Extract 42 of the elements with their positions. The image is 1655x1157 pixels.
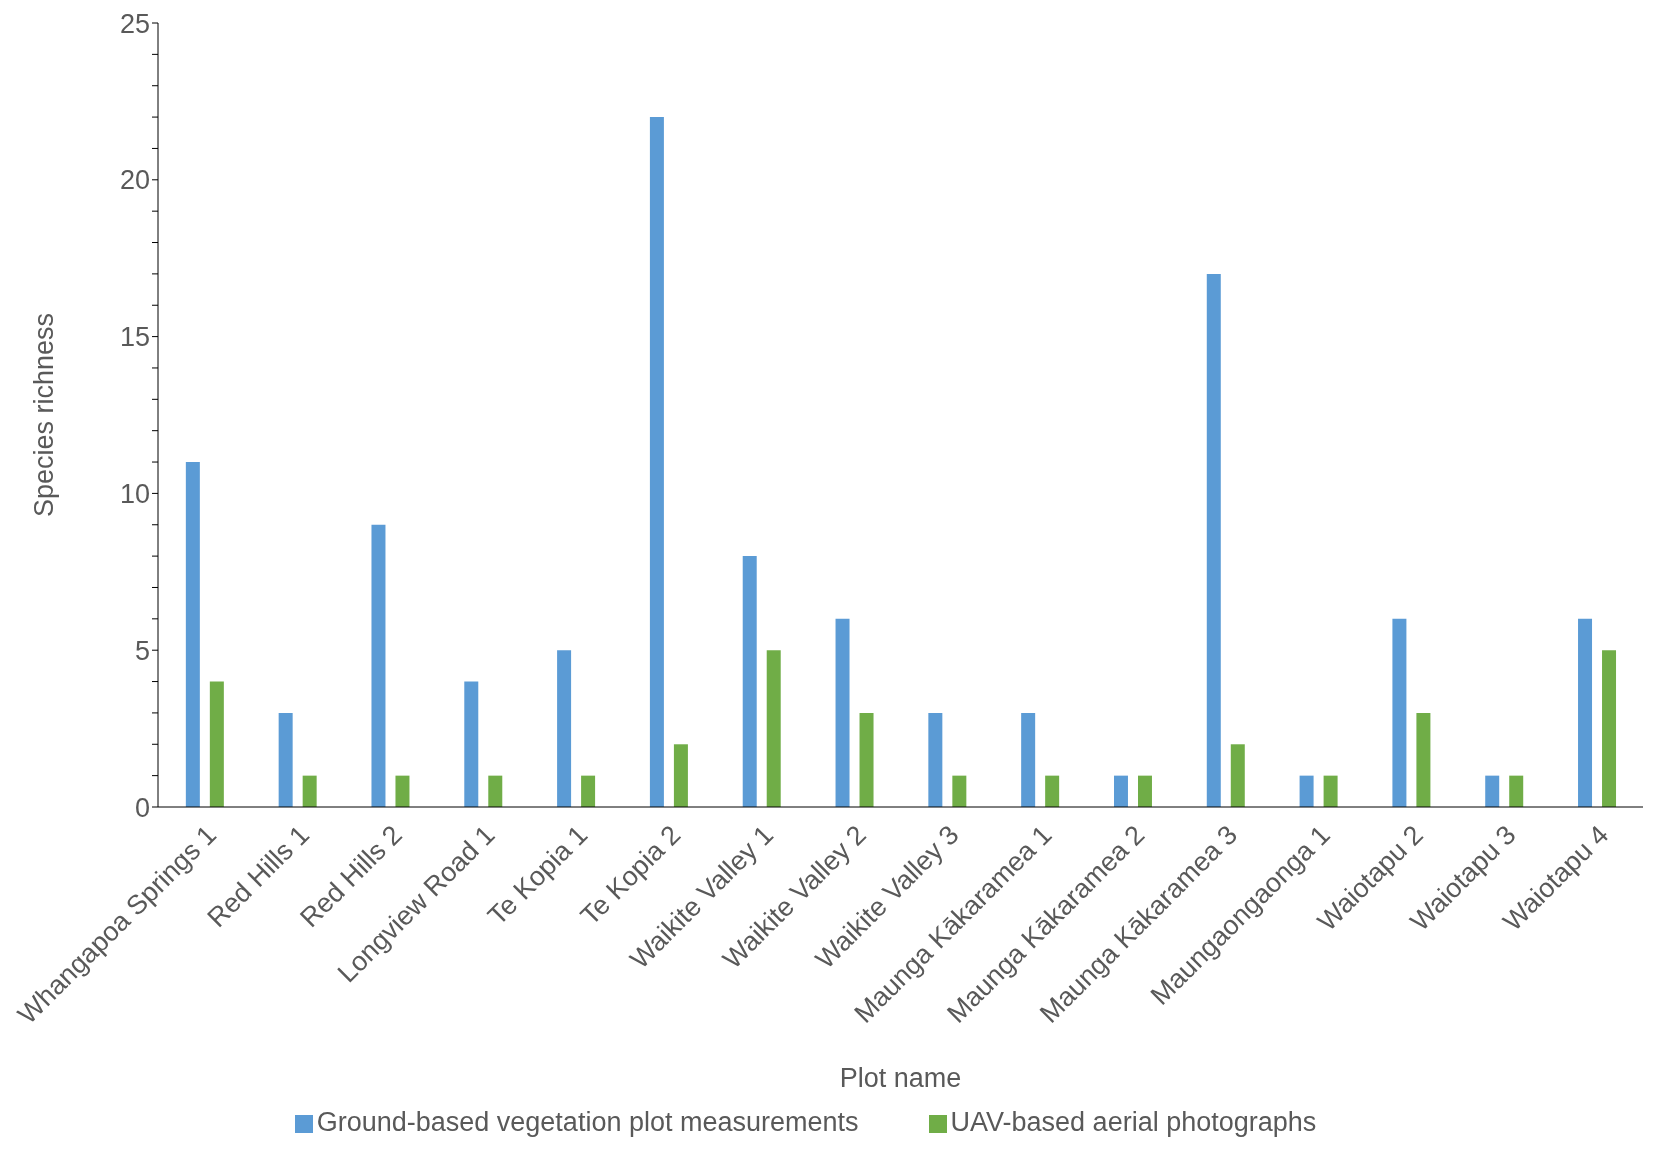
bar <box>1323 775 1338 807</box>
bar <box>1045 775 1060 807</box>
bar <box>928 712 943 807</box>
bar <box>835 618 850 807</box>
bar <box>766 650 781 807</box>
bar <box>1299 775 1314 807</box>
y-tick-label: 5 <box>134 635 150 666</box>
bar <box>1416 712 1431 807</box>
bar <box>1509 775 1524 807</box>
y-tick-label: 10 <box>119 478 150 509</box>
bar <box>488 775 503 807</box>
bar <box>209 681 224 807</box>
bar <box>649 117 664 807</box>
bar <box>1230 744 1245 807</box>
y-tick-label: 25 <box>119 8 150 39</box>
bar <box>1113 775 1128 807</box>
bar <box>185 462 200 807</box>
bar <box>464 681 479 807</box>
bar <box>859 712 874 807</box>
legend-label: UAV-based aerial photographs <box>950 1107 1317 1137</box>
legend-label: Ground-based vegetation plot measurements <box>316 1107 859 1137</box>
bar <box>557 650 572 807</box>
bar <box>395 775 410 807</box>
bar <box>302 775 317 807</box>
bar <box>1485 775 1500 807</box>
bar <box>952 775 967 807</box>
bar <box>1021 712 1036 807</box>
y-axis-title: Species richness <box>28 312 59 518</box>
bar <box>278 712 293 807</box>
y-tick-label: 0 <box>134 792 150 823</box>
x-axis-title: Plot name <box>839 1063 962 1093</box>
bar <box>673 744 688 807</box>
bar <box>371 524 386 807</box>
bar <box>742 556 757 807</box>
bar <box>1578 618 1593 807</box>
bar <box>581 775 596 807</box>
y-tick-label: 15 <box>119 322 150 353</box>
y-tick-label: 20 <box>119 165 150 196</box>
bar <box>1206 273 1221 807</box>
bar <box>1602 650 1617 807</box>
bar <box>1392 618 1407 807</box>
bar <box>1137 775 1152 807</box>
